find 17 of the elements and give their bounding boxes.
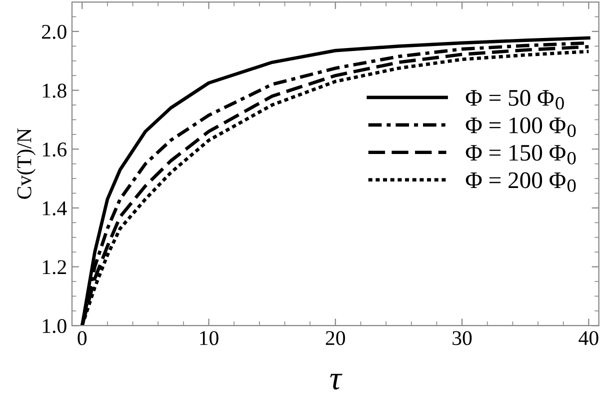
y-tick-label: 1.6 [42, 142, 67, 157]
x-tick-label: 20 [326, 331, 346, 346]
legend-label: Φ = 200 Φ$_{0}$ [466, 172, 576, 192]
y-axis-title: Cv(T)/N [16, 128, 36, 199]
legend-label: Φ = 50 Φ$_{0}$ [466, 90, 564, 110]
y-tick-label: 1.4 [42, 201, 67, 216]
y-tick-label: 2.0 [42, 24, 66, 39]
legend-label: Φ = 100 Φ$_{0}$ [466, 117, 576, 137]
x-tick-label: 0 [78, 331, 87, 346]
y-tick-label: 1.8 [42, 84, 66, 98]
x-axis-title: τ [330, 374, 342, 390]
y-tick-label: 1.0 [42, 318, 66, 334]
x-tick-label: 30 [452, 331, 472, 346]
x-tick-label: 40 [578, 331, 598, 346]
legend-label: Φ = 150 Φ$_{0}$ [466, 144, 576, 164]
y-tick-label: 1.2 [42, 260, 66, 274]
x-tick-label: 10 [200, 331, 218, 346]
